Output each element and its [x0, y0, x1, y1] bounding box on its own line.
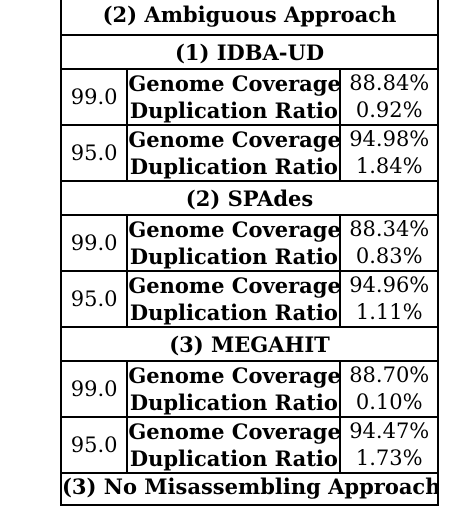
table-row: 95.0 Genome Coverage Duplication Ratio 9… [59, 124, 439, 182]
metric-label: Genome Coverage [128, 217, 341, 242]
threshold-cell: 95.0 [59, 416, 129, 474]
metric-value: 1.84% [355, 154, 423, 178]
metric-label: Duplication Ratio [129, 154, 338, 179]
value-cell: 88.70% 0.10% [339, 360, 439, 418]
table-row: 99.0 Genome Coverage Duplication Ratio 8… [59, 360, 439, 418]
metric-value: 1.11% [355, 300, 423, 324]
metric-label: Genome Coverage [128, 273, 341, 298]
metric-value: 0.83% [355, 244, 423, 268]
assembler-title: (1) IDBA-UD [60, 34, 439, 70]
metric-label: Duplication Ratio [129, 98, 338, 123]
metric-value: 94.96% [349, 273, 430, 297]
threshold-cell: 99.0 [59, 68, 129, 126]
metric-label: Duplication Ratio [129, 244, 338, 269]
metric-label: Genome Coverage [128, 127, 341, 152]
assembler-header-row: (2) SPAdes [60, 180, 439, 216]
metric-cell: Genome Coverage Duplication Ratio [126, 124, 342, 182]
metric-cell: Genome Coverage Duplication Ratio [126, 416, 342, 474]
value-cell: 94.98% 1.84% [339, 124, 439, 182]
metric-label: Genome Coverage [128, 419, 341, 444]
table-row: 99.0 Genome Coverage Duplication Ratio 8… [59, 68, 439, 126]
metric-cell: Genome Coverage Duplication Ratio [126, 68, 342, 126]
value-cell: 88.84% 0.92% [339, 68, 439, 126]
assembler-title: (3) MEGAHIT [60, 326, 439, 362]
value-cell: 94.96% 1.11% [339, 270, 439, 328]
metric-label: Duplication Ratio [129, 300, 338, 325]
value-cell: 94.47% 1.73% [339, 416, 439, 474]
next-approach-row: (3) No Misassembling Approach [60, 472, 439, 506]
metric-cell: Genome Coverage Duplication Ratio [126, 360, 342, 418]
table-row: 95.0 Genome Coverage Duplication Ratio 9… [59, 416, 439, 474]
assembler-header-row: (3) MEGAHIT [60, 326, 439, 362]
threshold-cell: 99.0 [59, 214, 129, 272]
metric-label: Genome Coverage [128, 363, 341, 388]
metric-value: 94.47% [349, 419, 430, 443]
metric-value: 88.84% [349, 71, 430, 95]
assembler-header-row: (1) IDBA-UD [60, 34, 439, 70]
approach-title: (2) Ambiguous Approach [60, 0, 439, 36]
value-cell: 88.34% 0.83% [339, 214, 439, 272]
metric-label: Duplication Ratio [129, 390, 338, 415]
metric-value: 1.73% [355, 446, 423, 470]
metric-value: 0.92% [355, 98, 423, 122]
results-table: (2) Ambiguous Approach (1) IDBA-UD 99.0 … [59, 0, 439, 506]
table-row: 99.0 Genome Coverage Duplication Ratio 8… [59, 214, 439, 272]
metric-label: Duplication Ratio [129, 446, 338, 471]
table-row: 95.0 Genome Coverage Duplication Ratio 9… [59, 270, 439, 328]
metric-label: Genome Coverage [128, 71, 341, 96]
threshold-cell: 95.0 [59, 270, 129, 328]
metric-value: 94.98% [349, 127, 430, 151]
threshold-cell: 99.0 [59, 360, 129, 418]
metric-value: 88.34% [349, 217, 430, 241]
metric-value: 0.10% [355, 390, 423, 414]
threshold-cell: 95.0 [59, 124, 129, 182]
metric-cell: Genome Coverage Duplication Ratio [126, 270, 342, 328]
metric-cell: Genome Coverage Duplication Ratio [126, 214, 342, 272]
assembler-title: (2) SPAdes [60, 180, 439, 216]
metric-value: 88.70% [349, 363, 430, 387]
approach-header-row: (2) Ambiguous Approach [60, 0, 439, 36]
next-approach-title: (3) No Misassembling Approach [60, 472, 439, 506]
